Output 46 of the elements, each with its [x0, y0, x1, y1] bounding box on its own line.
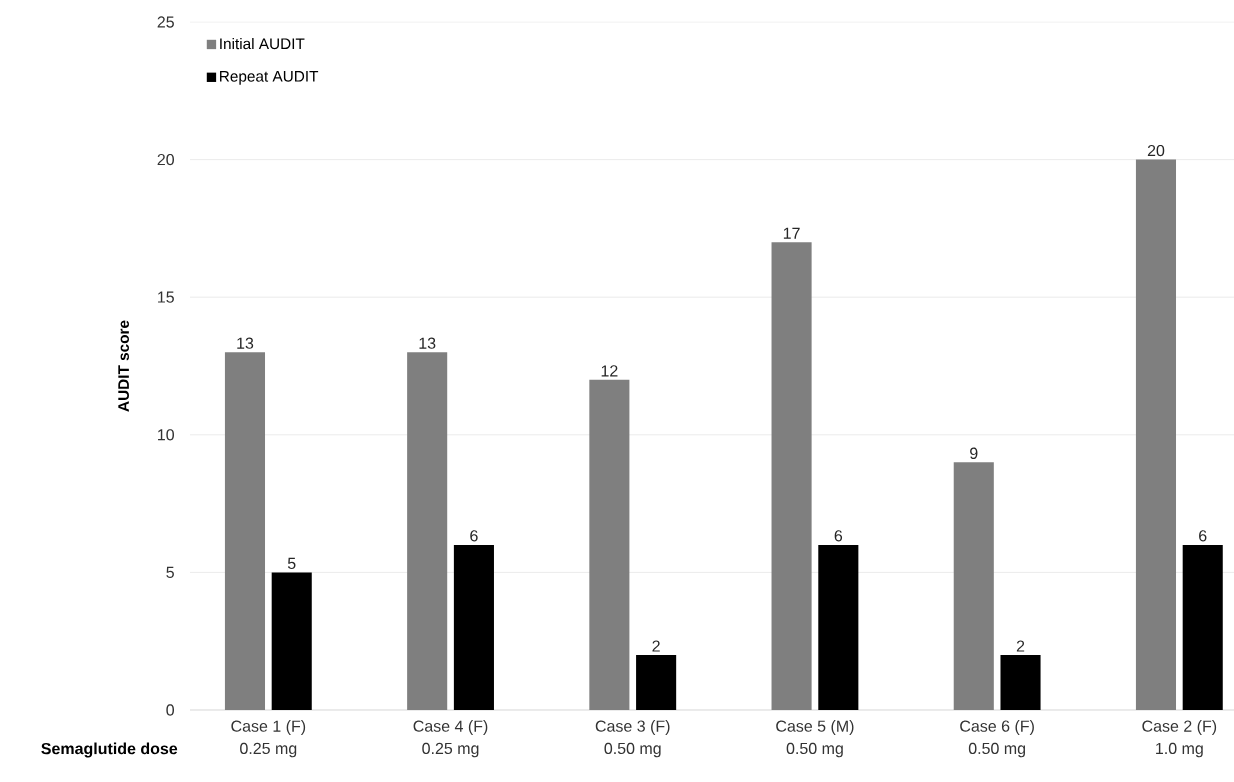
data-label: 13 [419, 337, 436, 349]
legend-label: Repeat AUDIT [220, 71, 319, 85]
text: Semaglutide dose [41, 742, 178, 758]
y-tick-label: 0 [166, 704, 175, 716]
legend-label: Initial AUDIT [220, 37, 305, 50]
x-tick-label: Case 2 (F) [1142, 720, 1217, 735]
x-tick-label: Case 3 (F) [595, 720, 670, 735]
bar [224, 352, 266, 710]
data-label: 6 [1199, 530, 1207, 542]
data-label: 20 [1147, 144, 1165, 157]
data-label: 5 [287, 557, 296, 570]
data-label: 17 [783, 227, 800, 239]
text: 0.50 mg [786, 742, 843, 758]
data-label: 2 [652, 640, 660, 652]
text: 0.50 mg [604, 742, 661, 758]
y-tick-label: 5 [166, 566, 174, 578]
data-label: 13 [237, 337, 254, 349]
x-tick-label: Case 5 (M) [776, 720, 854, 735]
y-tick-label: 15 [158, 291, 174, 303]
x-tick-label: Case 1 (F) [231, 720, 306, 735]
bar [771, 242, 812, 710]
x-tick-label: Case 4 (F) [413, 720, 488, 735]
y-tick-label: 10 [158, 429, 175, 441]
text: 1.0 mg [1156, 742, 1203, 758]
bar [1000, 654, 1041, 710]
y-tick-label: 25 [157, 16, 174, 28]
text: 0.25 mg [240, 742, 297, 758]
bar [271, 572, 312, 710]
bar [1182, 544, 1223, 710]
data-label: 12 [601, 365, 618, 377]
data-label: 6 [470, 530, 478, 542]
bar [453, 544, 494, 710]
data-label: 9 [970, 447, 978, 459]
text: 0.25 mg [422, 742, 479, 758]
y-tick-label: 20 [157, 153, 175, 166]
data-label: 6 [834, 530, 843, 542]
bar [1135, 159, 1177, 710]
bar [636, 654, 677, 710]
x-tick-label: Case 6 (F) [960, 720, 1034, 735]
bar [589, 379, 630, 710]
bar [407, 352, 448, 710]
y-axis-title: AUDIT score [118, 320, 129, 412]
bar [953, 462, 994, 710]
text: 0.50 mg [968, 742, 1025, 758]
data-label: 2 [1016, 640, 1025, 652]
bar [818, 544, 859, 710]
